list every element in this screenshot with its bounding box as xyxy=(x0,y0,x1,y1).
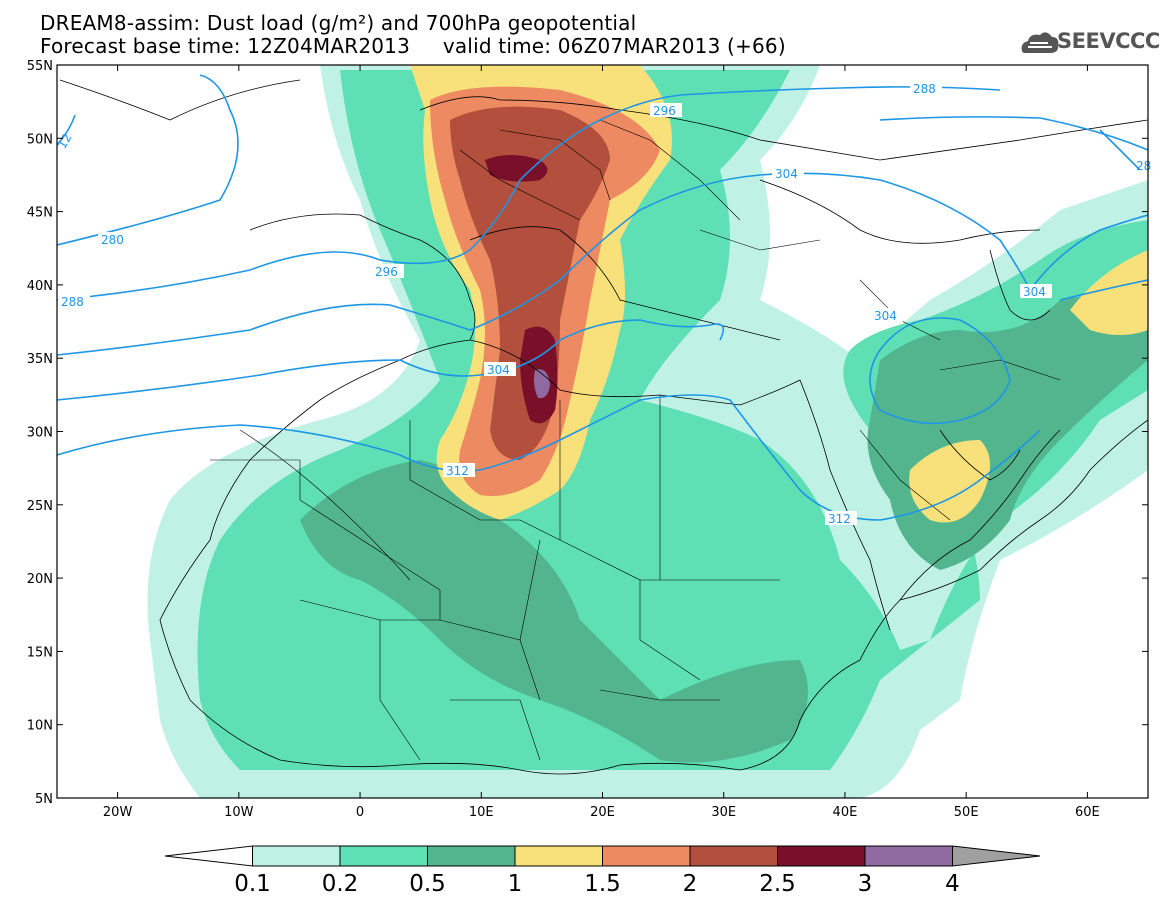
lat-tick-label: 50N xyxy=(27,132,53,147)
colorbar-swatch xyxy=(339,845,428,867)
colorbar-swatch xyxy=(689,845,778,867)
dust-level-1-iran xyxy=(1070,250,1148,335)
svg-text:304: 304 xyxy=(487,363,510,377)
contour-label: 288 xyxy=(58,294,90,309)
lon-tick-label: 30E xyxy=(711,805,736,820)
latitude-axis: 55N 50N 45N 40N 35N 30N 25N 20N 15N 10N 5N xyxy=(27,59,1148,807)
lat-tick-label: 20N xyxy=(27,572,53,587)
lat-tick-label: 25N xyxy=(27,499,53,514)
logo-text: SEEVCCC xyxy=(1057,29,1160,53)
chart-title-line2: Forecast base time: 12Z04MAR2013 valid t… xyxy=(40,34,786,58)
colorbar-swatch xyxy=(864,845,953,867)
lat-tick-label: 55N xyxy=(27,59,53,74)
lon-tick-label: 0 xyxy=(356,805,364,820)
lon-tick-label: 40E xyxy=(833,805,858,820)
svg-text:28: 28 xyxy=(1136,159,1151,173)
dust-fields xyxy=(147,65,1148,798)
svg-text:280: 280 xyxy=(101,233,124,247)
contour-label: 296 xyxy=(372,264,404,279)
dust-level-3 xyxy=(534,369,550,399)
svg-text:304: 304 xyxy=(775,167,798,181)
svg-text:312: 312 xyxy=(446,464,469,478)
colorbar-label: 1.5 xyxy=(584,871,621,897)
colorbar-swatch xyxy=(427,845,516,867)
svg-text:288: 288 xyxy=(61,295,84,309)
colorbar-label: 2 xyxy=(683,871,698,897)
lat-tick-label: 35N xyxy=(27,352,53,367)
dust-level-2.5 xyxy=(485,155,548,182)
svg-text:296: 296 xyxy=(375,265,398,279)
lon-tick-label: 60E xyxy=(1075,805,1100,820)
lat-tick-label: 5N xyxy=(35,792,53,807)
lon-tick-label: 50E xyxy=(954,805,979,820)
chart-title-line1: DREAM8-assim: Dust load (g/m²) and 700hP… xyxy=(40,11,637,35)
lat-tick-label: 30N xyxy=(27,426,53,441)
lat-tick-label: 40N xyxy=(27,279,53,294)
svg-text:288: 288 xyxy=(913,82,936,96)
contour-label: 312 xyxy=(825,511,857,526)
contour-label: 280 xyxy=(98,232,130,247)
colorbar-swatch xyxy=(602,845,691,867)
colorbar-label: 0.1 xyxy=(234,871,271,897)
lon-tick-label: 10W xyxy=(224,805,254,820)
svg-text:312: 312 xyxy=(828,512,851,526)
political-borders xyxy=(210,119,1061,761)
colorbar-label: 0.5 xyxy=(409,871,446,897)
cloud-icon xyxy=(1021,32,1059,53)
longitude-axis: 20W 10W 0 10E 20E 30E 40E 50E 60E xyxy=(103,65,1100,820)
lon-tick-label: 20E xyxy=(590,805,615,820)
colorbar-swatch xyxy=(514,845,603,867)
coastlines xyxy=(59,79,1148,775)
colorbar-label: 2.5 xyxy=(759,871,796,897)
contour-label: 28 xyxy=(1136,159,1151,173)
contour-label: 304 xyxy=(1020,284,1052,299)
dust-level-1-gulf xyxy=(909,440,990,523)
contour-label: 312 xyxy=(443,463,475,478)
geopotential-contours xyxy=(57,74,1148,521)
colorbar-label: 4 xyxy=(945,871,960,897)
colorbar-label: 3 xyxy=(858,871,873,897)
colorbar-label: 0.2 xyxy=(322,871,359,897)
lat-tick-label: 15N xyxy=(27,645,53,660)
svg-text:304: 304 xyxy=(874,309,897,323)
svg-text:12: 12 xyxy=(55,131,75,151)
dust-level-2 xyxy=(450,106,610,461)
contour-label: 304 xyxy=(772,166,804,181)
colorbar-swatch xyxy=(252,845,341,867)
lon-tick-label: 20W xyxy=(103,805,133,820)
colorbar: 0.1 0.2 0.5 1 1.5 2 2.5 3 4 xyxy=(164,845,1041,897)
svg-text:304: 304 xyxy=(1023,285,1046,299)
colorbar-label: 1 xyxy=(508,871,523,897)
dust-level-0.5 xyxy=(300,460,808,763)
colorbar-left-arrow xyxy=(164,845,253,867)
colorbar-swatch xyxy=(777,845,866,867)
lat-tick-label: 10N xyxy=(27,719,53,734)
contour-label: 296 xyxy=(650,103,682,118)
colorbar-right-arrow xyxy=(952,845,1041,867)
lat-tick-label: 45N xyxy=(27,206,53,221)
contour-label: 304 xyxy=(871,308,903,323)
svg-text:296: 296 xyxy=(653,104,676,118)
contour-label: 288 xyxy=(910,81,942,96)
lon-tick-label: 10E xyxy=(469,805,494,820)
contour-labels: 280 288 296 304 312 288 296 304 304 312 … xyxy=(55,81,1151,526)
contour-label: 304 xyxy=(484,362,516,377)
contour-label: 12 xyxy=(55,131,75,151)
